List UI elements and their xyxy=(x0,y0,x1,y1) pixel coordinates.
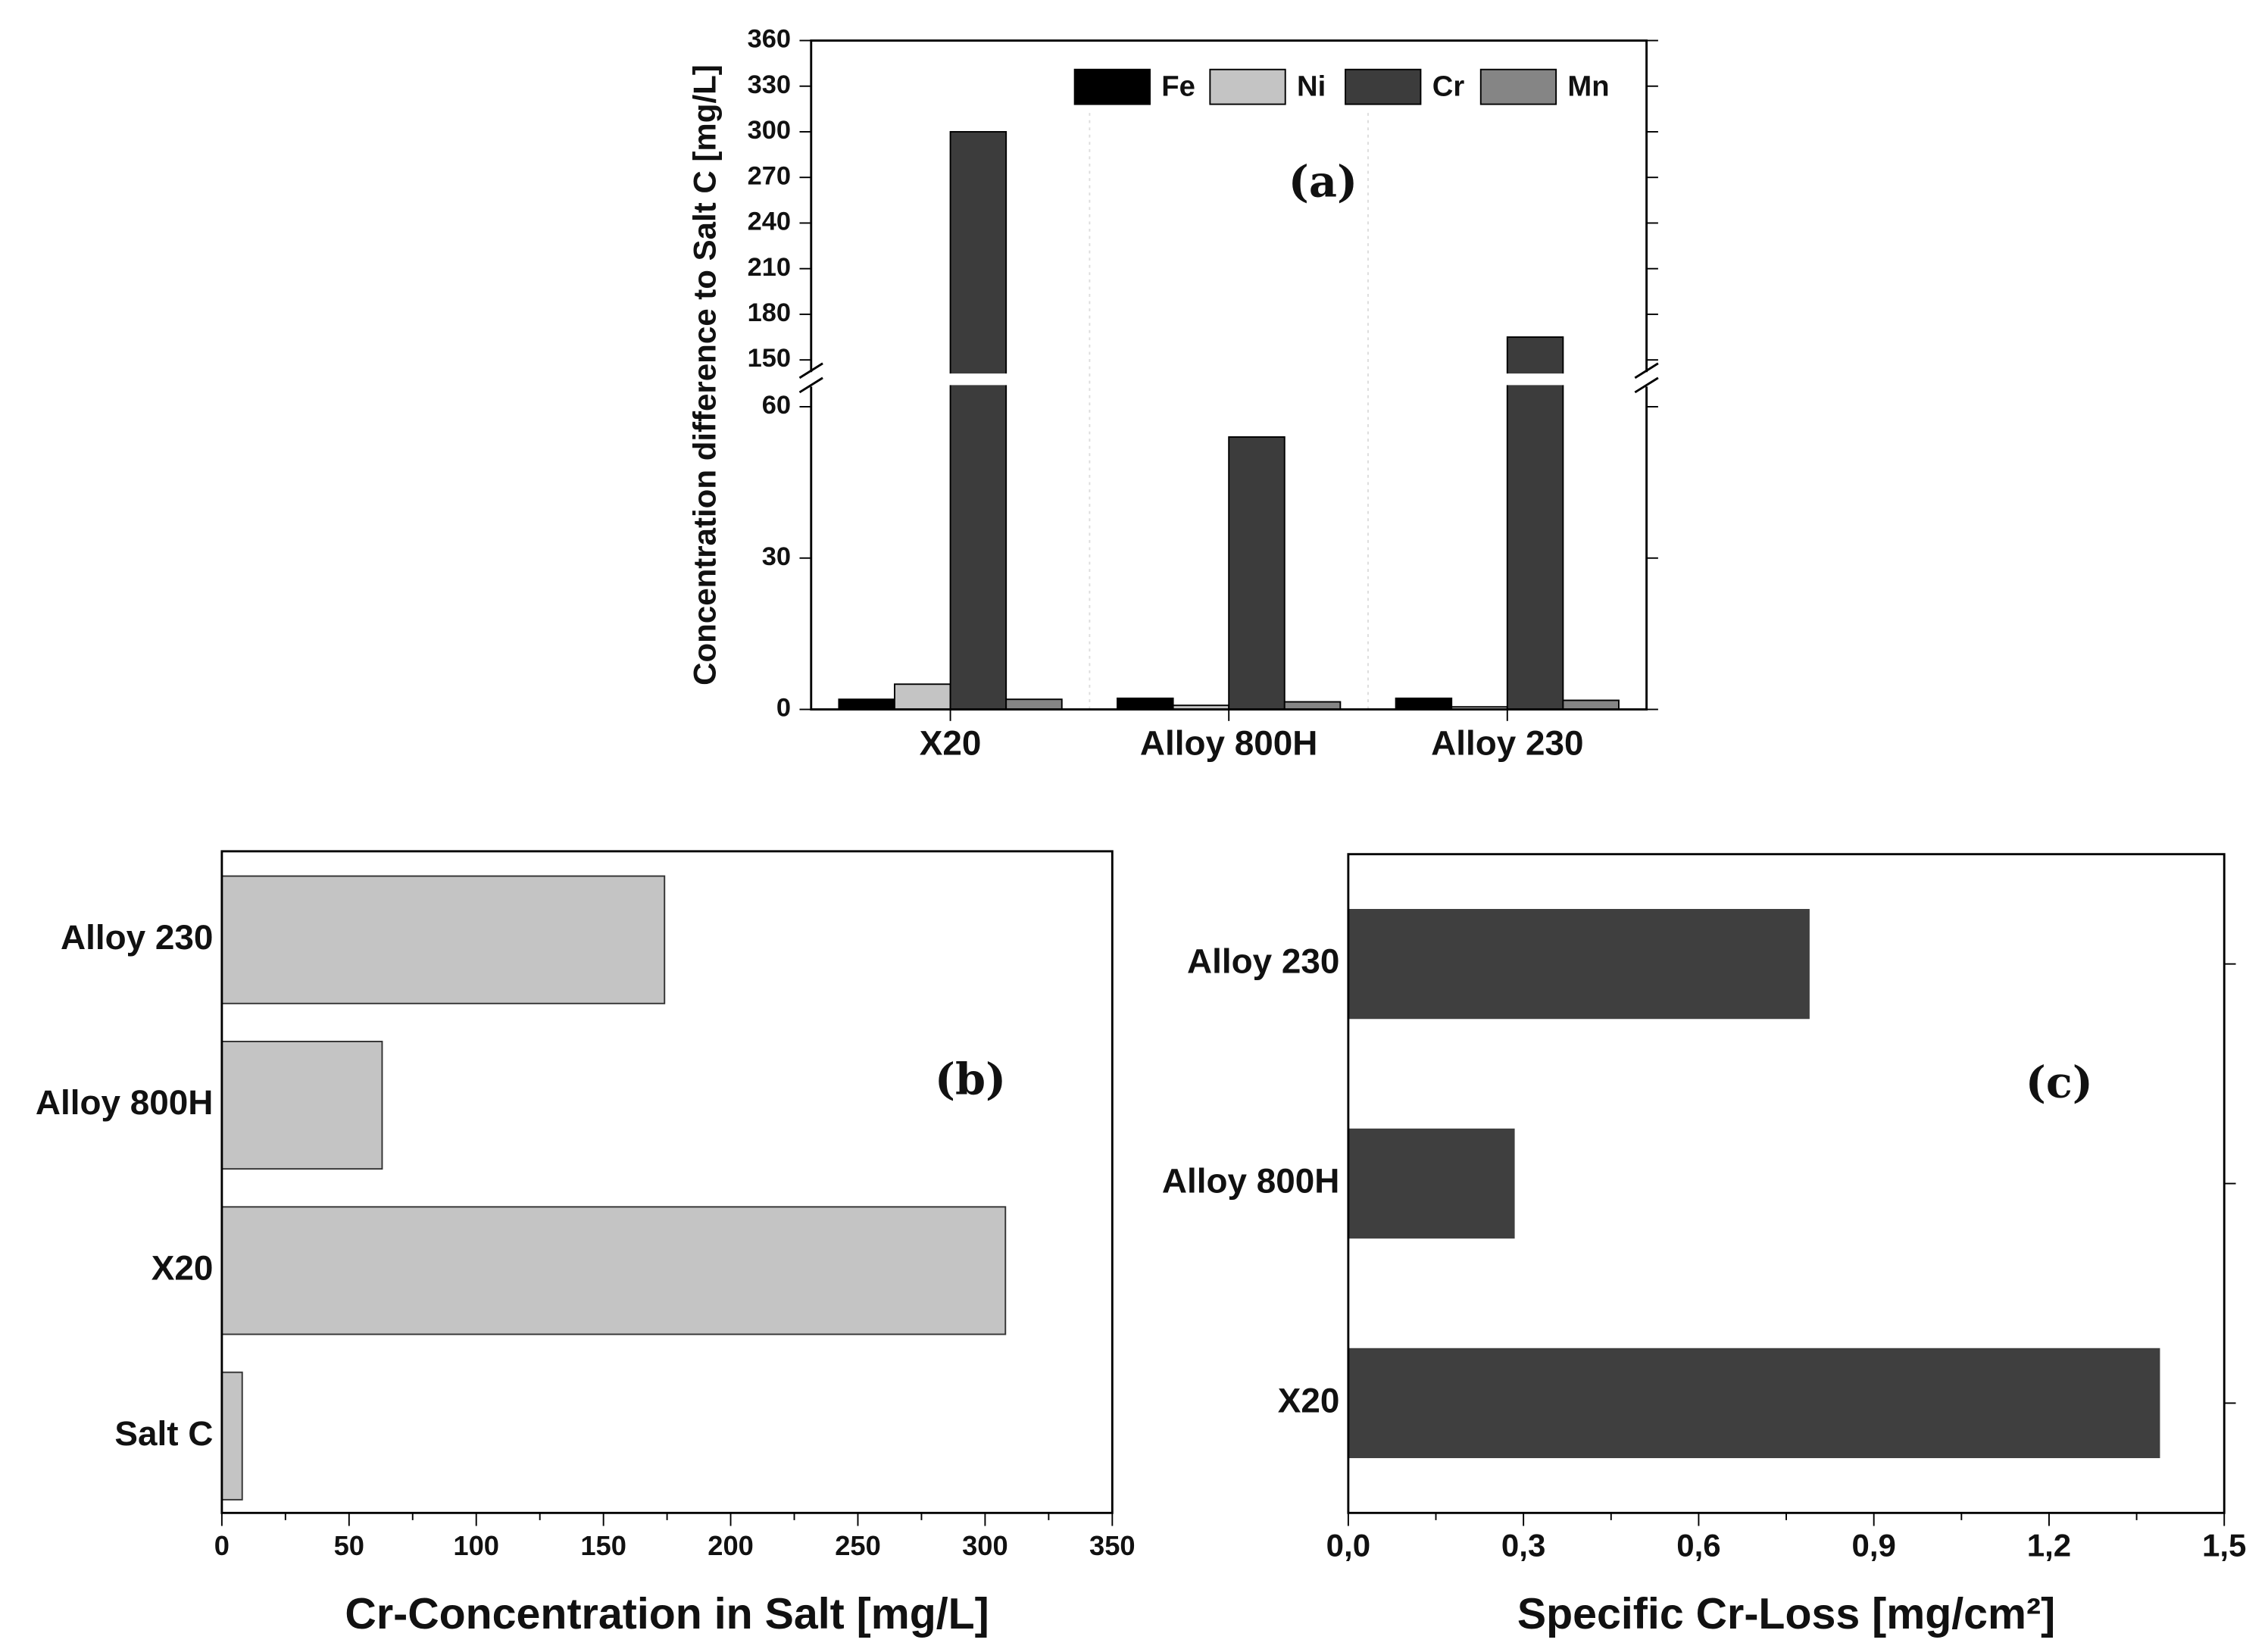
y-tick-label: Salt C xyxy=(114,1413,213,1453)
x-tick-label: 350 xyxy=(1089,1530,1136,1561)
x-tick-label: 0,3 xyxy=(1501,1527,1545,1563)
legend-swatch xyxy=(1479,68,1557,105)
x-tick-label: 300 xyxy=(962,1530,1008,1561)
y-axis-label: Concentration difference to Salt C [mg/L… xyxy=(686,64,722,686)
legend-swatch xyxy=(1073,68,1151,105)
y-tick-label: X20 xyxy=(152,1248,214,1288)
bar xyxy=(1348,1348,2160,1459)
annotation: (b) xyxy=(935,1054,1006,1105)
bar xyxy=(949,131,1007,711)
bar xyxy=(1348,1128,1515,1239)
y-tick-label: 180 xyxy=(748,298,791,327)
axis-frame xyxy=(1347,853,2226,1514)
x-tick-label: 1,5 xyxy=(2202,1527,2246,1563)
y-tick-label: Alloy 800H xyxy=(1162,1161,1339,1201)
y-tick-label: Alloy 800H xyxy=(36,1082,214,1122)
x-tick-label: 1,2 xyxy=(2027,1527,2071,1563)
y-tick-label: 240 xyxy=(748,208,791,236)
axis-frame xyxy=(220,850,1114,1514)
x-tick-label: 0,6 xyxy=(1676,1527,1720,1563)
bar xyxy=(1005,698,1063,711)
y-tick-label: 300 xyxy=(748,116,791,145)
x-tick-label: 0 xyxy=(214,1530,230,1561)
x-tick-label: 100 xyxy=(453,1530,499,1561)
x-tick-label: 150 xyxy=(580,1530,626,1561)
x-tick-label: 0,9 xyxy=(1851,1527,1895,1563)
y-tick-label: 270 xyxy=(748,161,791,190)
axis-break xyxy=(1634,362,1659,394)
x-axis-label: Specific Cr-Loss [mg/cm²] xyxy=(1517,1590,2055,1638)
x-tick-label: Alloy 800H xyxy=(1140,723,1317,762)
legend-label: Ni xyxy=(1297,70,1326,103)
bar xyxy=(1562,699,1620,711)
axis-break xyxy=(798,362,823,394)
annotation: (c) xyxy=(2026,1056,2093,1107)
bar xyxy=(220,875,666,1004)
y-tick-label: 60 xyxy=(762,391,791,420)
x-tick-label: X20 xyxy=(920,723,982,762)
bar xyxy=(220,1041,383,1170)
y-tick-label: 360 xyxy=(748,25,791,54)
bar xyxy=(1283,701,1342,711)
x-tick-label: 200 xyxy=(708,1530,754,1561)
y-tick-label: X20 xyxy=(1278,1381,1340,1420)
break-gap xyxy=(948,373,1008,386)
bar xyxy=(1117,697,1174,711)
x-axis-label: Cr-Concentration in Salt [mg/L] xyxy=(345,1590,989,1638)
annotation: (a) xyxy=(1289,156,1357,208)
legend-label: Cr xyxy=(1432,70,1465,103)
legend-swatch xyxy=(1209,68,1286,105)
x-tick-label: Alloy 230 xyxy=(1431,723,1583,762)
bar xyxy=(1228,436,1286,711)
x-tick-label: 0,0 xyxy=(1326,1527,1370,1563)
legend-swatch xyxy=(1345,68,1422,105)
y-tick-label: 0 xyxy=(776,694,791,723)
bar xyxy=(220,1206,1007,1335)
bar xyxy=(220,1371,243,1501)
bar xyxy=(894,683,951,711)
y-tick-label: 210 xyxy=(748,253,791,282)
legend-label: Mn xyxy=(1567,70,1609,103)
y-tick-label: Alloy 230 xyxy=(61,917,213,957)
x-tick-label: 50 xyxy=(334,1530,364,1561)
bar xyxy=(1506,336,1564,711)
y-tick-label: 30 xyxy=(762,542,791,571)
legend-label: Fe xyxy=(1161,70,1195,103)
x-tick-label: 250 xyxy=(835,1530,881,1561)
y-tick-label: 330 xyxy=(748,70,791,99)
bar xyxy=(838,698,895,711)
break-gap xyxy=(1505,373,1565,386)
y-tick-label: Alloy 230 xyxy=(1187,942,1339,981)
bar xyxy=(1348,908,1810,1020)
axis-frame xyxy=(810,39,1648,711)
bar xyxy=(1395,697,1453,711)
y-tick-label: 150 xyxy=(748,344,791,373)
